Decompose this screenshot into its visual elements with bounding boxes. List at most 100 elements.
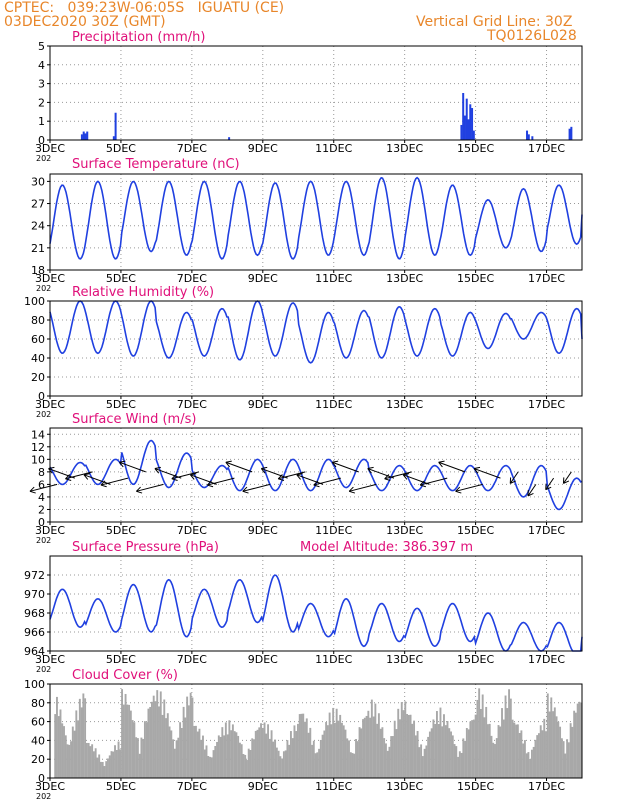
- cloud-bar: [573, 710, 576, 778]
- cloud-bar: [85, 742, 88, 778]
- temp-xtick-label: 7DEC: [177, 272, 207, 285]
- cloud-bar: [427, 736, 430, 778]
- cloud-bar: [314, 753, 317, 778]
- cloud-bar: [231, 724, 234, 778]
- rh-xtick-label: 11DEC: [315, 398, 352, 411]
- wind-arrow: [100, 477, 129, 486]
- cloud-bar: [128, 704, 131, 778]
- temp-title: Surface Temperature (nC): [72, 157, 240, 172]
- wind-arrow-head: [65, 474, 72, 481]
- cloud-bar: [453, 744, 456, 778]
- precip-bar: [526, 130, 529, 140]
- cloud-xtick-label: 13DEC: [386, 780, 423, 793]
- cloud-bar: [244, 754, 247, 778]
- cloud-bar: [242, 754, 245, 778]
- cloud-bar: [326, 725, 329, 778]
- cloud-bar: [548, 711, 551, 778]
- cloud-bar: [147, 708, 150, 778]
- cloud-bar: [362, 719, 365, 778]
- precip-ytick-label: 4: [38, 59, 45, 72]
- cloud-bar: [462, 738, 465, 778]
- cloud-bar: [284, 750, 287, 778]
- cloud-bar: [576, 703, 579, 778]
- cloud-title: Cloud Cover (%): [72, 668, 178, 683]
- cloud-bar: [384, 743, 387, 778]
- pressure-xtick-label: 17DEC: [528, 653, 565, 666]
- cloud-bar: [265, 733, 268, 778]
- cloud-bar: [411, 723, 414, 778]
- cloud-ytick-label: 60: [31, 716, 45, 729]
- cloud-bar: [298, 714, 301, 778]
- precip-title: Precipitation (mm/h): [72, 30, 205, 45]
- cloud-bar: [580, 702, 583, 778]
- cloud-bar: [238, 742, 241, 778]
- wind-arrow: [349, 483, 377, 492]
- temp-xtick-label: 15DEC: [457, 272, 494, 285]
- wind-arrow: [296, 474, 324, 485]
- rh-ytick-label: 80: [31, 314, 45, 327]
- cloud-bar: [448, 728, 451, 778]
- cloud-bar: [395, 729, 398, 778]
- cloud-bar: [406, 713, 408, 778]
- wind-arrow: [29, 483, 58, 492]
- cloud-bar: [205, 745, 208, 778]
- precip-ytick-label: 1: [38, 115, 45, 128]
- cloud-bar: [569, 723, 572, 778]
- temp-year-fragment: 202: [36, 284, 51, 293]
- cloud-bar: [307, 732, 310, 778]
- wind-arrow-head: [136, 486, 143, 494]
- wind-arrow-head: [438, 460, 445, 468]
- cloud-bar: [297, 723, 299, 778]
- wind-xtick-label: 7DEC: [177, 524, 207, 537]
- precip-xtick-label: 9DEC: [248, 142, 278, 155]
- cloud-bar: [513, 722, 516, 778]
- wind-frame: [49, 427, 583, 523]
- cloud-bar: [474, 714, 477, 778]
- cloud-bar: [107, 758, 109, 778]
- cloud-bar: [515, 724, 518, 778]
- cloud-bar: [312, 740, 315, 778]
- cloud-bar: [390, 736, 393, 778]
- cloud-bar: [321, 734, 324, 778]
- rh-frame: [49, 300, 583, 397]
- cloud-bar: [249, 750, 252, 778]
- cloud-bar: [566, 739, 569, 778]
- cloud-bar: [89, 746, 92, 778]
- cloud-bar: [66, 744, 69, 778]
- wind-year-fragment: 202: [36, 536, 51, 545]
- pressure-line: [49, 574, 583, 652]
- cloud-bar: [136, 738, 139, 778]
- precip-bar: [471, 108, 474, 140]
- cloud-bar: [172, 739, 175, 778]
- temp-ytick-label: 30: [31, 175, 45, 188]
- cloud-bar: [578, 701, 581, 778]
- cloud-bar: [122, 704, 125, 778]
- cloud-bar: [356, 741, 359, 778]
- cloud-bar: [198, 728, 201, 778]
- cloud-bar: [349, 752, 352, 778]
- cloud-bar: [529, 758, 532, 778]
- rh-xtick-label: 5DEC: [106, 398, 136, 411]
- temp-frame: [49, 173, 583, 271]
- cloud-bar: [444, 725, 447, 778]
- temp-xtick-label: 13DEC: [386, 272, 423, 285]
- cloud-ytick-label: 80: [31, 697, 45, 710]
- precip-bar: [463, 115, 466, 140]
- cloud-bar: [543, 718, 546, 778]
- cloud-bar: [119, 749, 122, 778]
- cloud-bar: [478, 688, 481, 778]
- wind-arrow-head: [348, 486, 356, 494]
- rh-xtick-label: 15DEC: [457, 398, 494, 411]
- wind-arrow-head: [562, 477, 570, 484]
- precip-bar: [84, 133, 87, 140]
- cloud-bar: [386, 750, 389, 778]
- wind-arrow: [545, 477, 555, 490]
- precip-bar: [80, 134, 83, 140]
- cloud-bar: [92, 751, 95, 778]
- cloud-bar: [305, 718, 308, 778]
- cloud-bar: [416, 730, 419, 778]
- cloud-bar: [221, 727, 224, 778]
- cloud-bar: [553, 707, 556, 778]
- cloud-bar: [560, 738, 563, 778]
- cloud-bar: [270, 730, 273, 778]
